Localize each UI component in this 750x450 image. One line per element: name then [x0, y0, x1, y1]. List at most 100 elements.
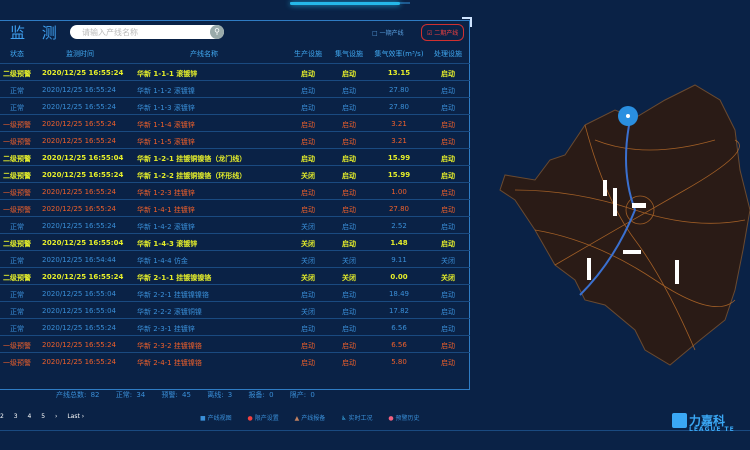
legend-report[interactable]: ▲ 产线报备	[295, 415, 326, 422]
search-placeholder: 请输入产线名称	[82, 28, 138, 37]
cell-treatment: 启动	[441, 70, 455, 78]
cell-status: 正常	[10, 87, 24, 95]
monitor-panel	[0, 20, 470, 390]
cell-efficiency: 15.99	[387, 154, 411, 162]
cell-efficiency: 1.00	[391, 188, 407, 196]
table-row[interactable]: 二级预警 2020/12/25 16:55:04 华新 1-4-3 滚镀锌 关闭 启动 1…	[0, 233, 470, 250]
cell-production: 启动	[301, 189, 315, 197]
cell-production: 启动	[301, 325, 315, 333]
cell-treatment: 关闭	[441, 274, 455, 282]
legend-line-view[interactable]: ■ 产线视图	[200, 415, 232, 422]
cell-production: 关闭	[301, 257, 315, 265]
col-production: 生产设施	[294, 50, 322, 58]
page-last[interactable]: Last ›	[67, 413, 85, 420]
page-3[interactable]: 3	[13, 413, 18, 420]
cell-treatment: 启动	[441, 359, 455, 367]
legend-history[interactable]: ● 预警历史	[388, 415, 419, 422]
panel-corner	[462, 17, 472, 27]
table-row[interactable]: 一级预警 2020/12/25 16:55:24 华新 2-4-1 挂镀镍铬 启动 启动…	[0, 352, 470, 369]
table-row[interactable]: 正常 2020/12/25 16:54:44 华新 1-4-4 仿金 关闭 关闭 9.11…	[0, 250, 470, 267]
table-row[interactable]: 正常 2020/12/25 16:55:04 华新 2-2-2 滚镀铜镍 关闭 启动 17…	[0, 301, 470, 318]
cell-efficiency: 2.52	[391, 222, 407, 230]
col-treatment: 处理设施	[434, 50, 462, 58]
cell-gas: 启动	[342, 155, 356, 163]
table-header: 状态 监测时间 产线名称 生产设施 集气设施 集气效率(m³/s) 处理设施	[0, 45, 470, 63]
cell-gas: 关闭	[342, 274, 356, 282]
cell-production: 关闭	[301, 240, 315, 248]
cell-gas: 启动	[342, 104, 356, 112]
table-row[interactable]: 二级预警 2020/12/25 16:55:04 华新 1-2-1 挂镀铜镍铬（龙门…	[0, 148, 470, 165]
limit-setting-icon: ●	[247, 415, 253, 422]
cell-line-name: 华新 1-1-4 滚镀锌	[137, 121, 195, 129]
cell-gas: 启动	[342, 206, 356, 214]
cell-gas: 启动	[342, 189, 356, 197]
table-row[interactable]: 二级预警 2020/12/25 16:55:24 华新 1-1-1 滚镀锌 启动 启动 1…	[0, 63, 470, 80]
cell-time: 2020/12/25 16:55:24	[42, 69, 124, 77]
cell-production: 关闭	[301, 223, 315, 231]
cell-gas: 启动	[342, 138, 356, 146]
cell-production: 启动	[301, 104, 315, 112]
cell-line-name: 华新 1-4-4 仿金	[137, 257, 188, 265]
top-glow	[290, 2, 400, 5]
table-row[interactable]: 二级预警 2020/12/25 16:55:24 华新 1-2-2 挂镀铜镍铬（环形…	[0, 165, 470, 182]
cell-status: 二级预警	[3, 274, 31, 282]
cell-efficiency: 27.80	[388, 205, 410, 213]
cell-status: 一级预警	[3, 342, 31, 350]
cell-status: 正常	[10, 325, 24, 333]
stat-reported: 报备: 0	[248, 391, 274, 399]
line-view-icon: ■	[200, 415, 206, 422]
cell-status: 二级预警	[3, 70, 31, 78]
table-row[interactable]: 正常 2020/12/25 16:55:24 华新 1-4-2 滚镀锌 关闭 启动 2.5…	[0, 216, 470, 233]
cell-line-name: 华新 2-1-1 挂镀镍镍铬	[137, 274, 212, 282]
logo-cn: 力嘉科	[689, 414, 726, 428]
cell-status: 一级预警	[3, 206, 31, 214]
cell-line-name: 华新 1-2-1 挂镀铜镍铬（龙门线）	[137, 155, 247, 163]
cell-time: 2020/12/25 16:55:04	[42, 154, 124, 162]
search-icon[interactable]: ⚲	[210, 25, 224, 39]
table-row[interactable]: 正常 2020/12/25 16:55:24 华新 1-1-3 滚镀锌 启动 启动 27.…	[0, 97, 470, 114]
cell-efficiency: 18.49	[388, 290, 410, 298]
cell-treatment: 启动	[441, 189, 455, 197]
cell-time: 2020/12/25 16:55:04	[42, 290, 117, 298]
cell-efficiency: 5.80	[391, 358, 407, 366]
cell-time: 2020/12/25 16:55:04	[42, 239, 124, 247]
cell-time: 2020/12/25 16:55:24	[42, 205, 117, 213]
region-map[interactable]	[495, 80, 750, 370]
cell-gas: 启动	[342, 223, 356, 231]
phase2-checkbox[interactable]: ☑ 二期产线	[421, 24, 465, 41]
col-status: 状态	[10, 50, 24, 58]
cell-line-name: 华新 1-4-1 挂镀锌	[137, 206, 195, 214]
table-row[interactable]: 正常 2020/12/25 16:55:04 华新 2-2-1 挂镀镍镍铬 启动 启动 1…	[0, 284, 470, 301]
table-row[interactable]: 一级预警 2020/12/25 16:55:24 华新 1-1-4 滚镀锌 启动 启动 3…	[0, 114, 470, 131]
search-input[interactable]: 请输入产线名称 ⚲	[70, 25, 224, 39]
warning-triangle-icon: ▲	[294, 415, 300, 422]
river	[579, 119, 637, 296]
cell-line-name: 华新 1-4-3 滚镀锌	[137, 240, 198, 248]
table-row[interactable]: 一级预警 2020/12/25 16:55:24 华新 1-1-5 滚镀锌 启动 启动 3…	[0, 131, 470, 148]
page-4[interactable]: 4	[27, 413, 32, 420]
cell-treatment: 启动	[441, 172, 455, 180]
page-5[interactable]: 5	[41, 413, 46, 420]
page-next[interactable]: ›	[55, 413, 58, 420]
legend-limit[interactable]: ● 限产设置	[248, 415, 279, 422]
stat-warning: 预警: 45	[161, 391, 191, 399]
phase1-checkbox[interactable]: □ 一期产线	[372, 30, 404, 37]
table-row[interactable]: 二级预警 2020/12/25 16:55:24 华新 2-1-1 挂镀镍镍铬 关闭 关…	[0, 267, 470, 284]
cell-status: 一级预警	[3, 121, 31, 129]
table-row[interactable]: 正常 2020/12/25 16:55:24 华新 1-1-2 滚镀镍 启动 启动 27.…	[0, 80, 470, 97]
cell-efficiency: 17.82	[388, 307, 410, 315]
realtime-icon: ♿	[341, 415, 347, 422]
cell-time: 2020/12/25 16:55:24	[42, 120, 117, 128]
cell-line-name: 华新 2-2-2 滚镀铜镍	[137, 308, 202, 316]
cell-time: 2020/12/25 16:55:24	[42, 86, 117, 94]
table-row[interactable]: 一级预警 2020/12/25 16:55:24 华新 2-3-2 挂镀镍铬 启动 启动…	[0, 335, 470, 352]
table-row[interactable]: 正常 2020/12/25 16:55:24 华新 2-3-1 挂镀锌 启动 启动 6.5…	[0, 318, 470, 335]
legend-label: 实时工况	[348, 415, 373, 422]
table-row[interactable]: 一级预警 2020/12/25 16:55:24 华新 1-4-1 挂镀锌 启动 启动 2…	[0, 199, 470, 216]
page-2[interactable]: 2	[0, 413, 4, 420]
cell-line-name: 华新 1-2-2 挂镀铜镍铬（环形线）	[137, 172, 247, 180]
cell-time: 2020/12/25 16:55:04	[42, 307, 117, 315]
table-row[interactable]: 一级预警 2020/12/25 16:55:24 华新 1-2-3 挂镀锌 启动 启动 1…	[0, 182, 470, 199]
cell-line-name: 华新 2-3-2 挂镀镍铬	[137, 342, 202, 350]
legend-realtime[interactable]: ♿ 实时工况	[341, 415, 372, 422]
